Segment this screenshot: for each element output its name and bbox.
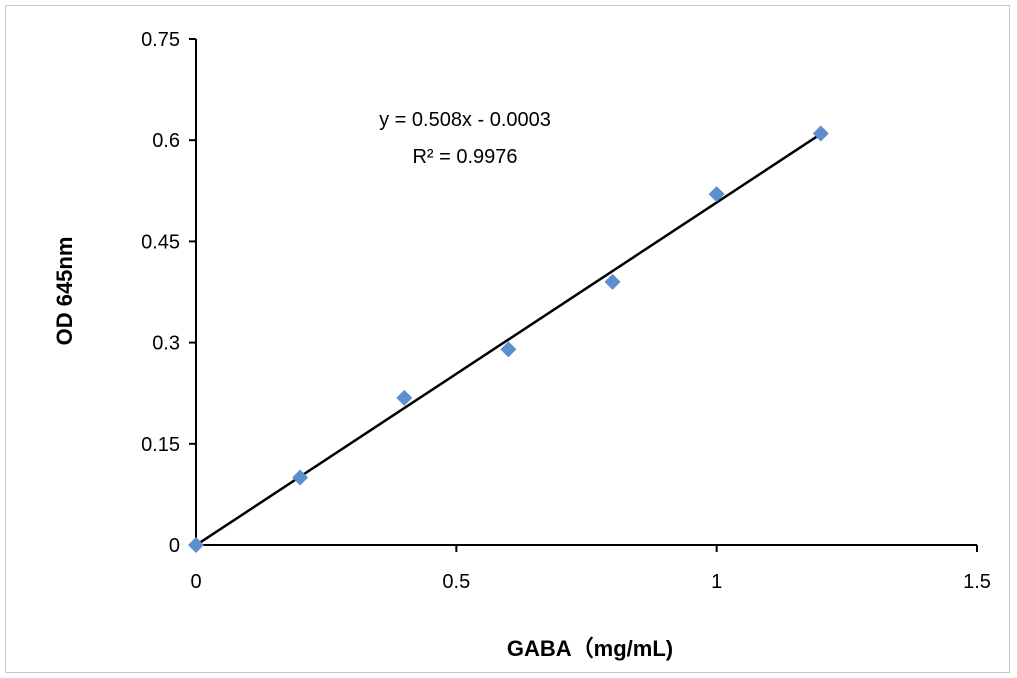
y-tick-label: 0.15 [141,434,180,456]
y-tick-label: 0 [169,535,180,557]
data-point [604,273,621,290]
r-squared-label: R² = 0.9976 [412,146,517,168]
x-axis-title: GABA（mg/mL) [507,636,673,661]
y-tick-label: 0.3 [152,333,180,355]
data-points [188,125,829,553]
data-point [292,469,309,486]
x-tick-label: 1.5 [963,571,991,593]
trendline-equation: y = 0.508x - 0.0003 [379,109,551,131]
x-tick-label: 0.5 [442,571,470,593]
trendline-group [195,132,822,547]
data-point [396,389,413,406]
x-tick-label: 0 [190,571,201,593]
data-point [708,186,725,203]
data-point [188,537,204,553]
ticks: 0 0.15 0.3 0.45 0.6 0.75 0 0.5 1 1.5 [141,29,991,593]
x-tick-label: 1 [711,571,722,593]
y-tick-label: 0.75 [141,29,180,51]
trendline [195,132,822,547]
y-tick-label: 0.6 [152,130,180,152]
data-point [500,341,517,358]
axes [195,39,977,546]
y-axis-title: OD 645nm [52,237,77,346]
y-tick-label: 0.45 [141,231,180,253]
data-point [812,125,829,142]
